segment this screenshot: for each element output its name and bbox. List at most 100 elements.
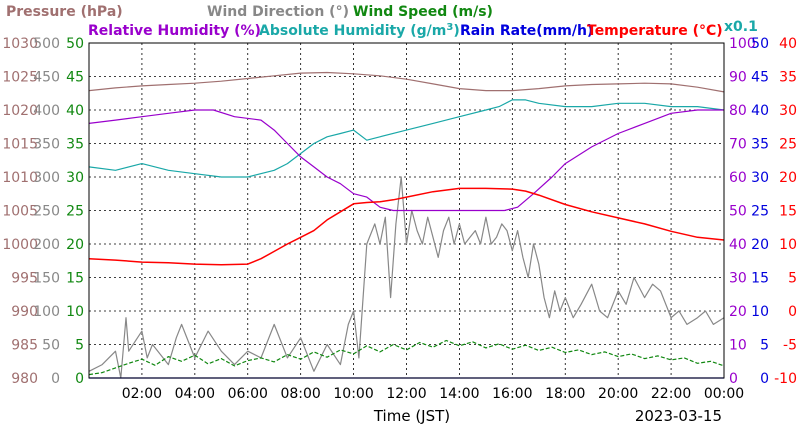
y-tick-label-rain-rate: 20 [751,237,769,253]
y-tick-label-wind-direction: 250 [33,204,60,220]
legend-relative-humidity: Relative Humidity (%) [88,23,261,39]
y-tick-label-pressure: 985 [11,338,38,354]
x-tick-label: 18:00 [545,386,585,402]
x-axis-title: Time (JST) [373,407,450,425]
y-tick-label-wind-speed: 10 [66,304,84,320]
y-tick-label-wind-direction: 0 [51,371,60,387]
series-line-wind-speed [88,339,725,376]
y-tick-label-pressure: 1015 [2,137,38,153]
y-tick-label-temperature: 20 [779,170,797,186]
legend-pressure: Pressure (hPa) [6,4,123,20]
y-tick-label-pressure: 1025 [2,70,38,86]
y-tick-label-wind-speed: 30 [66,170,84,186]
series-line-pressure [88,71,725,93]
plot-frame [88,42,725,379]
series-line-humidity [88,109,724,212]
legend-wind-direction: Wind Direction (°) [207,4,349,20]
x-tick-label: 12:00 [386,386,426,402]
legend-wind-speed: Wind Speed (m/s) [353,4,493,20]
x-tick-label: 16:00 [492,386,532,402]
y-tick-label-wind-speed: 40 [66,103,84,119]
y-tick-label-rain-rate: 15 [751,271,769,287]
y-tick-label-rain-rate: 5 [760,338,769,354]
y-tick-label-humidity: 0 [729,371,738,387]
y-tick-label-temperature: -5 [783,338,797,354]
y-tick-label-wind-speed: 0 [75,371,84,387]
x-tick-label: 22:00 [651,386,691,402]
x-tick-label: 14:00 [439,386,479,402]
x-tick-label: 08:00 [280,386,320,402]
y-tick-label-humidity: 10 [729,338,747,354]
y-tick-label-pressure: 990 [11,304,38,320]
y-tick-label-wind-direction: 450 [33,70,60,86]
y-tick-label-wind-speed: 25 [66,204,84,220]
y-tick-label-wind-speed: 35 [66,137,84,153]
y-tick-label-pressure: 1005 [2,204,38,220]
y-tick-label-humidity: 70 [729,137,747,153]
y-tick-label-humidity: 80 [729,103,747,119]
series-line-humidity [88,99,725,178]
y-tick-label-temperature: -10 [774,371,797,387]
legend-absolute-humidity-text: Absolute Humidity (g/m [259,23,446,39]
y-tick-label-wind-speed: 50 [66,36,84,52]
series-line-wind-direction [88,176,725,379]
y-tick-label-rain-rate: 25 [751,204,769,220]
y-tick-label-pressure: 995 [11,271,38,287]
x-tick-label: 20:00 [598,386,638,402]
x-tick-label: 02:00 [122,386,162,402]
legend-scale-note: x0.1 [724,19,758,35]
legend-absolute-humidity-close: ) [453,23,459,39]
y-tick-label-temperature: 15 [779,204,797,220]
x-tick-label: 04:00 [175,386,215,402]
y-tick-label-pressure: 1000 [2,237,38,253]
y-tick-label-wind-direction: 400 [33,103,60,119]
y-tick-label-humidity: 50 [729,204,747,220]
date-label: 2023-03-15 [635,407,722,425]
y-tick-label-temperature: 5 [788,271,797,287]
y-tick-label-humidity: 90 [729,70,747,86]
y-tick-label-rain-rate: 45 [751,70,769,86]
legend-temperature: Temperature (°C) [587,23,723,39]
y-tick-label-wind-direction: 150 [33,271,60,287]
x-axis-labels: 02:00 04:00 06:00 08:00 10:00 12:00 14:00 16:00… [122,386,744,402]
y-tick-label-humidity: 100 [729,36,756,52]
y-tick-label-wind-direction: 500 [33,36,60,52]
legend-absolute-humidity: Absolute Humidity (g/m3) [259,22,460,39]
y-tick-label-rain-rate: 10 [751,304,769,320]
y-tick-label-temperature: 0 [788,304,797,320]
y-tick-label-temperature: 40 [779,36,797,52]
legend-absolute-humidity-sup: 3 [446,22,453,33]
y-tick-label-humidity: 30 [729,271,747,287]
y-tick-label-wind-direction: 50 [42,338,60,354]
grid [89,43,724,378]
y-tick-label-pressure: 1020 [2,103,38,119]
y-tick-label-wind-speed: 5 [75,338,84,354]
legend-rain-rate: Rain Rate(mm/h) [460,23,593,39]
y-tick-label-rain-rate: 30 [751,170,769,186]
y-tick-label-wind-direction: 200 [33,237,60,253]
series-line-temperature [88,187,725,266]
y-tick-label-rain-rate: 35 [751,137,769,153]
y-tick-label-wind-direction: 100 [33,304,60,320]
y-tick-label-rain-rate: 40 [751,103,769,119]
y-tick-label-humidity: 60 [729,170,747,186]
y-tick-label-temperature: 30 [779,103,797,119]
y-tick-label-temperature: 35 [779,70,797,86]
y-tick-label-wind-direction: 350 [33,137,60,153]
axis-labels: 9809859909951000100510101015102010251030… [2,36,797,387]
y-tick-label-temperature: 25 [779,137,797,153]
x-tick-label: 06:00 [228,386,268,402]
y-tick-label-rain-rate: 0 [760,371,769,387]
y-tick-label-temperature: 10 [779,237,797,253]
y-tick-label-wind-direction: 300 [33,170,60,186]
y-tick-label-wind-speed: 15 [66,271,84,287]
y-tick-label-humidity: 20 [729,304,747,320]
y-tick-label-pressure: 980 [11,371,38,387]
y-tick-label-rain-rate: 50 [751,36,769,52]
x-tick-label: 00:00 [704,386,744,402]
y-tick-label-pressure: 1030 [2,36,38,52]
y-tick-label-humidity: 40 [729,237,747,253]
y-tick-label-wind-speed: 20 [66,237,84,253]
